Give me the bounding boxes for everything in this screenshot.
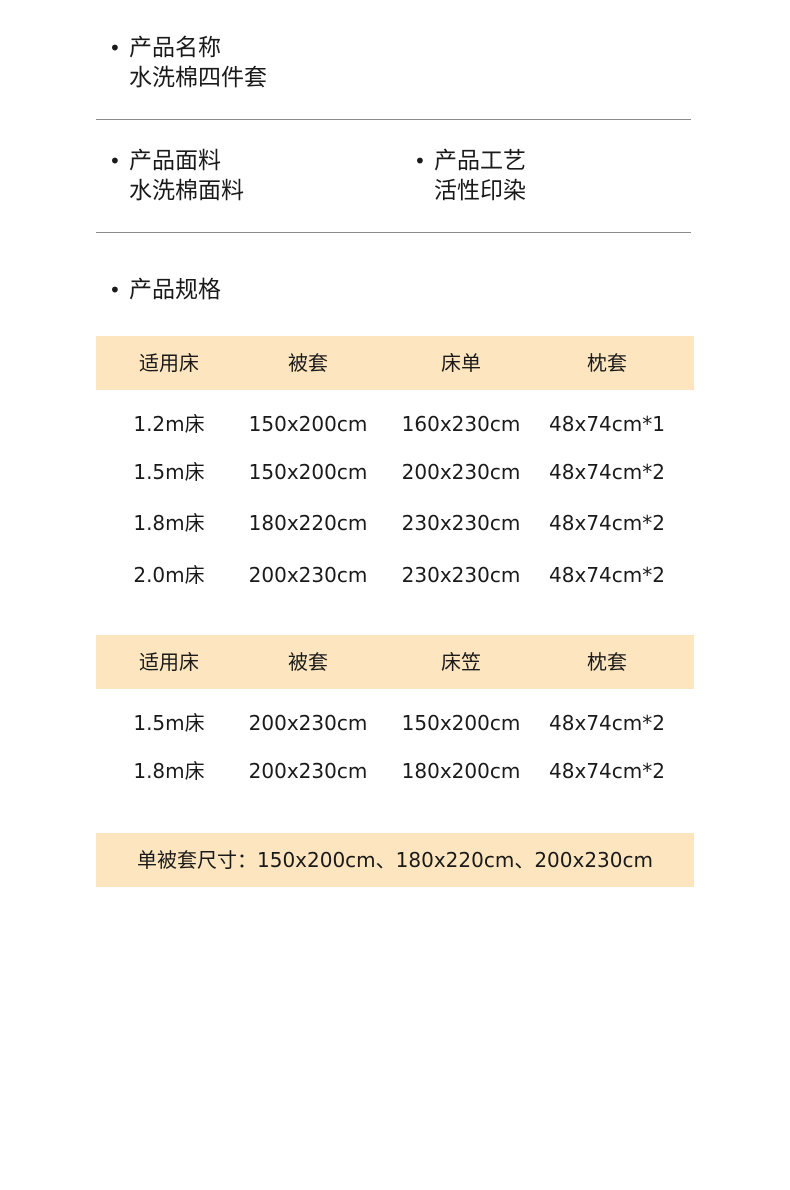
spec-label: 产品规格	[129, 277, 221, 303]
column-header: 适用床	[139, 351, 199, 375]
table-cell: 1.2m床	[133, 412, 205, 436]
column-header: 床单	[441, 351, 481, 375]
bullet-icon: •	[414, 149, 426, 173]
craft-value: 活性印染	[434, 178, 526, 204]
product-name-label: 产品名称	[129, 35, 221, 61]
divider	[96, 119, 691, 120]
table-cell: 150x200cm	[401, 711, 521, 735]
table-cell: 48x74cm*1	[549, 412, 665, 436]
table-cell: 200x230cm	[248, 759, 368, 783]
craft-item: • 产品工艺 活性印染	[414, 146, 526, 206]
table-cell: 1.8m床	[133, 511, 205, 535]
table-cell: 1.8m床	[133, 759, 205, 783]
table-cell: 1.5m床	[133, 711, 205, 735]
product-name-item: • 产品名称 水洗棉四件套	[109, 33, 267, 93]
column-header: 被套	[288, 650, 328, 674]
column-header: 适用床	[139, 650, 199, 674]
table-cell: 48x74cm*2	[549, 759, 665, 783]
table-cell: 150x200cm	[248, 460, 368, 484]
craft-label: 产品工艺	[434, 148, 526, 174]
table1-header-band	[96, 336, 694, 390]
table-cell: 200x230cm	[401, 460, 521, 484]
fabric-item: • 产品面料 水洗棉面料	[109, 146, 244, 206]
table-cell: 160x230cm	[401, 412, 521, 436]
product-name-value: 水洗棉四件套	[129, 65, 267, 91]
table-cell: 200x230cm	[248, 563, 368, 587]
fabric-label: 产品面料	[129, 148, 221, 174]
column-header: 床笠	[441, 650, 481, 674]
table-cell: 180x200cm	[401, 759, 521, 783]
table2-header-band	[96, 635, 694, 689]
fabric-value: 水洗棉面料	[129, 178, 244, 204]
table-cell: 180x220cm	[248, 511, 368, 535]
spec-item: • 产品规格	[109, 275, 221, 305]
column-header: 枕套	[587, 650, 627, 674]
bullet-icon: •	[109, 278, 121, 302]
footer-band	[96, 833, 694, 887]
table-cell: 2.0m床	[133, 563, 205, 587]
table-cell: 230x230cm	[401, 511, 521, 535]
table-cell: 48x74cm*2	[549, 563, 665, 587]
table-cell: 150x200cm	[248, 412, 368, 436]
table-cell: 48x74cm*2	[549, 711, 665, 735]
table-cell: 1.5m床	[133, 460, 205, 484]
table-cell: 230x230cm	[401, 563, 521, 587]
bullet-icon: •	[109, 149, 121, 173]
column-header: 枕套	[587, 351, 627, 375]
bullet-icon: •	[109, 36, 121, 60]
table-cell: 48x74cm*2	[549, 460, 665, 484]
table-cell: 48x74cm*2	[549, 511, 665, 535]
duvet-sizes-note: 单被套尺寸：150x200cm、180x220cm、200x230cm	[137, 848, 653, 872]
table-cell: 200x230cm	[248, 711, 368, 735]
divider	[96, 232, 691, 233]
column-header: 被套	[288, 351, 328, 375]
